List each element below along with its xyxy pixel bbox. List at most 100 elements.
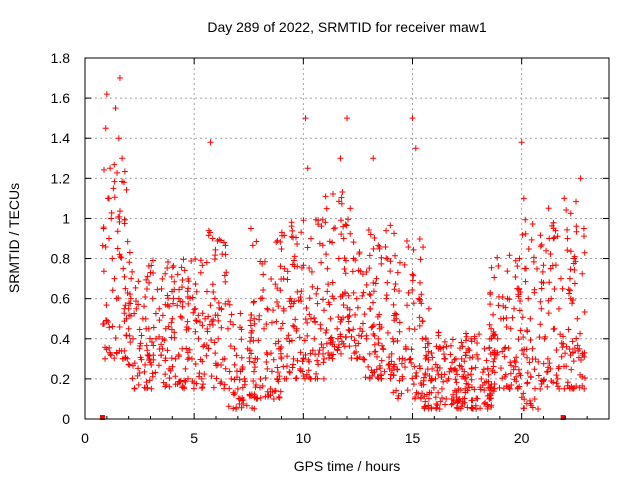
data-point	[581, 309, 588, 316]
data-point	[481, 387, 488, 394]
data-point	[182, 378, 189, 385]
data-point	[409, 277, 416, 284]
data-point	[240, 396, 247, 403]
data-point	[252, 384, 259, 391]
data-point	[468, 371, 475, 378]
data-point	[371, 234, 378, 241]
data-point	[146, 357, 153, 364]
data-point	[314, 285, 321, 292]
data-point	[434, 367, 441, 374]
data-point	[210, 316, 217, 323]
data-point	[322, 193, 329, 200]
data-point	[391, 317, 398, 324]
data-point	[143, 342, 150, 349]
data-point	[222, 300, 229, 307]
data-point	[529, 345, 536, 352]
data-point	[146, 335, 153, 342]
data-point	[264, 365, 271, 372]
y-axis-title: SRMTID / TECUs	[6, 183, 22, 293]
data-point	[545, 310, 552, 317]
data-point	[181, 377, 188, 384]
data-point	[148, 339, 155, 346]
data-point	[289, 227, 296, 234]
data-point	[215, 299, 222, 306]
data-point	[319, 296, 326, 303]
data-point	[368, 367, 375, 374]
data-point	[554, 233, 561, 240]
data-point	[531, 385, 538, 392]
data-point	[192, 256, 199, 263]
data-point	[246, 354, 253, 361]
data-point	[294, 357, 301, 364]
data-point	[248, 350, 255, 357]
data-point	[179, 284, 186, 291]
data-point	[562, 350, 569, 357]
data-point	[323, 340, 330, 347]
data-point	[488, 404, 495, 411]
data-point	[347, 205, 354, 212]
data-point	[126, 362, 133, 369]
data-point	[141, 368, 148, 375]
data-point	[520, 334, 527, 341]
data-point	[218, 361, 225, 368]
data-point	[305, 356, 312, 363]
data-point	[506, 296, 513, 303]
data-point	[217, 237, 224, 244]
data-point	[268, 350, 275, 357]
data-point	[120, 265, 127, 272]
data-point	[437, 398, 444, 405]
data-point	[366, 252, 373, 259]
data-point	[105, 318, 112, 325]
data-point	[337, 155, 344, 162]
data-point	[314, 300, 321, 307]
data-point	[335, 313, 342, 320]
data-point	[135, 278, 142, 285]
data-point	[117, 208, 124, 215]
data-point	[501, 373, 508, 380]
data-point	[408, 359, 415, 366]
data-point	[567, 248, 574, 255]
data-point	[183, 345, 190, 352]
data-point	[564, 379, 571, 386]
data-point	[222, 365, 229, 372]
data-point	[519, 314, 526, 321]
data-point	[531, 286, 538, 293]
data-point	[168, 326, 175, 333]
data-point	[553, 346, 560, 353]
data-point	[233, 404, 240, 411]
data-point	[246, 392, 253, 399]
data-point	[351, 350, 358, 357]
data-point	[169, 315, 176, 322]
data-point	[318, 259, 325, 266]
data-point	[262, 393, 269, 400]
data-point	[394, 395, 401, 402]
data-point	[348, 355, 355, 362]
data-point	[237, 368, 244, 375]
data-point	[290, 257, 297, 264]
data-point	[237, 324, 244, 331]
data-point	[444, 377, 451, 384]
data-point	[512, 274, 519, 281]
data-point	[408, 346, 415, 353]
data-point	[236, 376, 243, 383]
data-point	[436, 405, 443, 412]
y-tick-label: 1.6	[51, 90, 71, 106]
data-point	[159, 312, 166, 319]
data-point	[535, 358, 542, 365]
data-point	[407, 355, 414, 362]
data-point	[191, 306, 198, 313]
data-point	[537, 232, 544, 239]
data-point	[426, 389, 433, 396]
data-point	[484, 365, 491, 372]
data-point	[526, 359, 533, 366]
data-point	[411, 363, 418, 370]
data-point	[221, 239, 228, 246]
data-point	[411, 326, 418, 333]
data-point	[329, 355, 336, 362]
data-point	[363, 332, 370, 339]
data-point	[135, 365, 142, 372]
data-point	[127, 295, 134, 302]
data-point	[507, 359, 514, 366]
data-point	[396, 287, 403, 294]
data-point	[550, 219, 557, 226]
